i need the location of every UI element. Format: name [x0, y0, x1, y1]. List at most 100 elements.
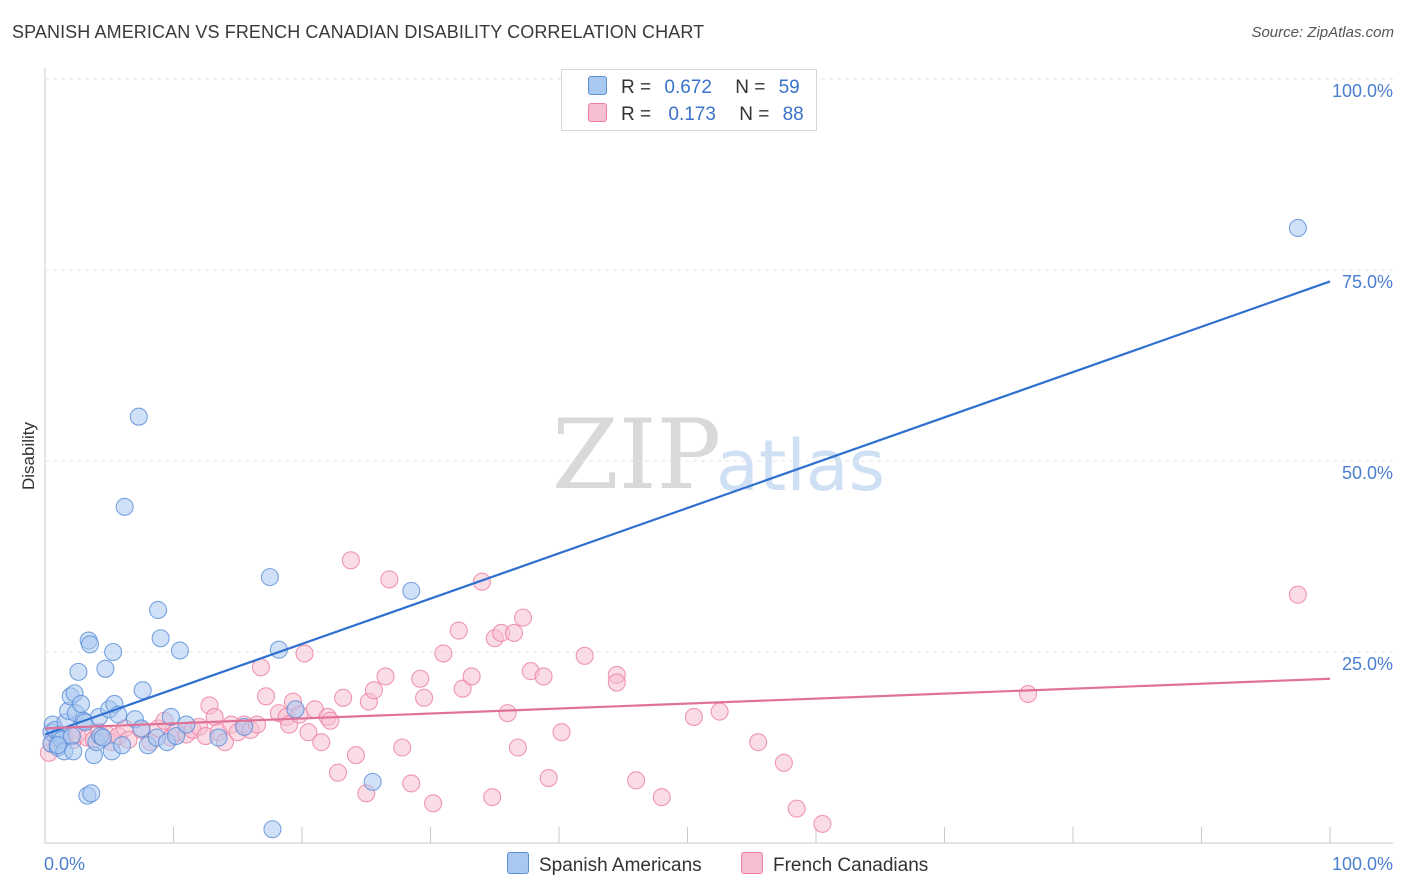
french-canadian-point-52 — [364, 681, 384, 700]
spanish-american-point-48 — [235, 717, 254, 736]
french-canadian-point-41 — [295, 644, 314, 663]
spanish-american-point-43 — [161, 707, 180, 726]
french-canadian-point-71 — [508, 738, 527, 757]
trend-lines — [44, 280, 1331, 736]
french-canadian-point-62 — [449, 621, 468, 640]
french-canadians-trend-line — [44, 677, 1331, 730]
spanish-american-point-47 — [209, 728, 228, 747]
french-canadian-point-49 — [341, 551, 360, 570]
french-canadian-point-89 — [1288, 585, 1307, 604]
y-tick-label-50: 50.0% — [1342, 463, 1393, 483]
legend-spanish-americans: Spanish Americans — [507, 852, 702, 877]
legend-swatch-spanish — [507, 852, 529, 874]
chart-title: SPANISH AMERICAN VS FRENCH CANADIAN DISA… — [12, 22, 705, 42]
legend-french-canadians: French Canadians — [741, 852, 928, 877]
spanish-american-point-54 — [402, 581, 421, 600]
legend-swatch-pink — [588, 103, 607, 122]
french-canadian-point-85 — [774, 753, 793, 772]
spanish-americans-trend-line — [44, 280, 1331, 736]
spanish-american-point-26 — [96, 659, 115, 678]
spanish-american-point-57 — [64, 742, 83, 761]
y-tick-labels: 25.0% 50.0% 75.0% 100.0% — [1332, 81, 1393, 674]
french-canadian-point-55 — [380, 570, 399, 589]
french-canadian-point-69 — [498, 704, 517, 723]
french-canadian-point-82 — [684, 707, 703, 726]
french-canadian-point-63 — [453, 679, 472, 698]
spanish-american-point-58 — [93, 728, 112, 747]
spanish-american-point-37 — [133, 681, 152, 700]
french-canadian-point-64 — [462, 667, 481, 686]
watermark-atlas: atlas — [716, 425, 885, 507]
legend-n-value: 59 — [778, 77, 800, 98]
french-canadian-point-80 — [627, 771, 646, 790]
legend-label-french: French Canadians — [773, 855, 929, 876]
french-canadian-point-61 — [434, 644, 453, 663]
french-canadian-point-72 — [513, 608, 533, 627]
spanish-american-point-49 — [260, 568, 279, 587]
french-canadian-point-77 — [575, 646, 594, 665]
french-canadian-point-47 — [328, 763, 348, 782]
french-canadian-point-87 — [813, 814, 832, 833]
french-canadian-point-65 — [472, 572, 491, 591]
legend-r-label: R = — [621, 104, 652, 125]
french-canadian-point-75 — [539, 769, 558, 788]
legend-n-label: N = — [735, 77, 766, 98]
spanish-american-point-56 — [48, 736, 67, 755]
spanish-american-point-14 — [69, 662, 88, 681]
y-tick-label-75: 75.0% — [1342, 272, 1393, 292]
french-canadian-point-66 — [483, 788, 502, 807]
french-canadian-point-84 — [749, 733, 768, 752]
series-spanish-americans — [42, 218, 1307, 839]
x-tick-label-min: 0.0% — [44, 854, 85, 874]
french-canadian-point-42 — [299, 723, 318, 742]
french-canadian-point-58 — [411, 669, 430, 688]
legend-swatch-french — [741, 852, 763, 874]
spanish-american-point-35 — [129, 407, 148, 426]
french-canadian-point-44 — [312, 733, 331, 752]
french-canadian-point-60 — [424, 794, 443, 813]
french-canadian-point-86 — [787, 799, 806, 818]
spanish-american-point-21 — [82, 784, 101, 803]
series-french-canadians — [39, 551, 1307, 833]
y-tick-label-25: 25.0% — [1342, 654, 1393, 674]
french-canadian-point-48 — [334, 688, 353, 707]
y-tick-label-100: 100.0% — [1332, 81, 1393, 101]
spanish-american-point-46 — [177, 715, 196, 734]
french-canadian-point-74 — [534, 667, 553, 686]
french-canadian-point-50 — [346, 746, 366, 765]
x-tick-label-max: 100.0% — [1332, 854, 1393, 874]
spanish-american-point-44 — [167, 726, 186, 746]
y-axis-label: Disability — [19, 421, 38, 490]
legend-r-value: 0.173 — [668, 104, 716, 125]
french-canadian-point-54 — [376, 667, 395, 686]
source-credit: Source: ZipAtlas.com — [1251, 24, 1394, 41]
spanish-american-point-50 — [263, 820, 282, 839]
french-canadian-point-46 — [321, 711, 340, 730]
legend-r-value: 0.672 — [664, 77, 712, 98]
spanish-american-point-40 — [149, 600, 168, 620]
french-canadian-point-76 — [552, 723, 571, 742]
spanish-american-point-45 — [170, 641, 189, 660]
french-canadian-point-79 — [607, 673, 626, 692]
spanish-american-point-36 — [132, 719, 151, 738]
legend-n-value: 88 — [782, 104, 804, 125]
spanish-american-point-41 — [151, 629, 170, 648]
correlation-legend: R = 0.672 N = 59 R = 0.173 N = 88 — [561, 69, 817, 131]
legend-row-french: R = 0.173 N = 88 — [588, 103, 804, 126]
legend-n-label: N = — [739, 104, 770, 125]
spanish-american-point-15 — [71, 694, 91, 714]
legend-row-spanish: R = 0.672 N = 59 — [588, 76, 800, 99]
spanish-american-point-55 — [1288, 218, 1307, 238]
spanish-american-point-32 — [113, 736, 132, 755]
french-canadian-point-83 — [710, 702, 729, 721]
french-canadian-point-81 — [652, 788, 671, 807]
legend-swatch-blue — [588, 76, 607, 95]
spanish-american-point-53 — [363, 772, 382, 791]
french-canadian-point-70 — [504, 623, 524, 642]
french-canadian-point-35 — [256, 687, 276, 706]
french-canadian-point-56 — [393, 738, 412, 757]
spanish-american-point-52 — [286, 700, 305, 719]
legend-r-label: R = — [621, 77, 652, 98]
french-canadian-point-88 — [1018, 684, 1038, 704]
